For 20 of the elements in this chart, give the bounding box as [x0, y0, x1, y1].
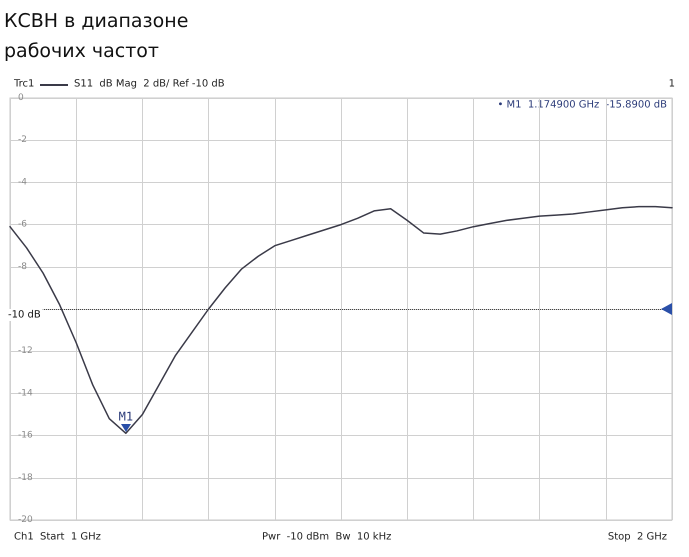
text: S11 dB Mag 2 dB/ Ref -10 dB: [74, 78, 225, 90]
y-tick-label: -14: [18, 388, 33, 398]
y-tick-label: -8: [18, 262, 28, 272]
ref-line-label: -10 dB: [8, 310, 41, 320]
y-tick-label: -6: [18, 220, 28, 230]
text: Ch1 Start 1 GHz: [14, 532, 101, 542]
y-tick-label: -16: [18, 430, 33, 441]
y-tick-label: -12: [18, 346, 33, 356]
annotation: M1: [118, 409, 134, 424]
text: Stop 2 GHz: [608, 532, 668, 542]
chart-title: КСВН в диапазоне рабочих частот: [4, 10, 188, 62]
y-tick-label: 0: [18, 93, 24, 103]
y-tick-label: -20: [18, 515, 33, 525]
text: Trc1: [13, 78, 34, 90]
y-tick-label: -18: [18, 472, 33, 483]
y-tick-label: -4: [18, 177, 28, 188]
text: 1: [668, 78, 676, 90]
y-tick-label: -2: [18, 135, 27, 146]
annotation: • M1 1.174900 GHz -15.8900 dB: [497, 100, 668, 110]
text: Pwr -10 dBm Bw 10 kHz: [262, 532, 392, 542]
